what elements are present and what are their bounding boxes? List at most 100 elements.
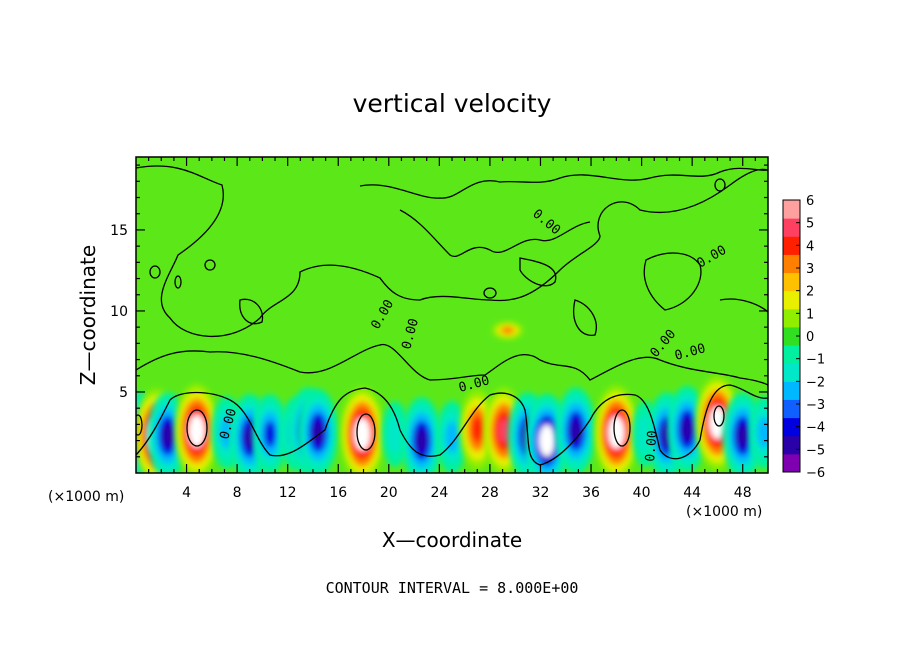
colorbar-swatch [783, 417, 800, 437]
field-blobs [136, 321, 768, 473]
colorbar-tick-label: 5 [806, 217, 814, 232]
colorbar-swatch [783, 236, 800, 255]
y-tick-label: 10 [110, 304, 128, 320]
field-feature [401, 397, 442, 473]
field-feature [594, 385, 639, 473]
contour-core-2 [356, 413, 376, 451]
field-feature-level [498, 419, 510, 443]
contour-line-wavy-d [239, 298, 264, 325]
field-feature [252, 394, 288, 473]
x-tick-labels: 4 8 12 16 20 24 28 32 36 40 44 48 [182, 485, 752, 501]
field-feature-level [416, 428, 428, 453]
contour-core-10 [714, 178, 726, 192]
field-feature-level [312, 420, 324, 445]
colorbar-tick-label: 6 [806, 194, 814, 209]
colorbar-tick-label: −5 [806, 443, 825, 458]
contour-line-wavy-f [719, 298, 768, 313]
contour-line-zero-mid [136, 344, 768, 386]
field-feature-level [681, 417, 693, 442]
y-tick-label: 15 [110, 223, 128, 239]
x-tick-label: 32 [532, 485, 550, 501]
x-tick-label: 48 [734, 485, 752, 501]
colorbar-tick-label: 2 [806, 285, 814, 300]
contour-core-9 [483, 287, 497, 299]
colorbar-swatch [783, 290, 800, 310]
contour-lines [136, 165, 768, 466]
field-feature [436, 400, 468, 473]
colorbar-tick-labels: 6 5 4 3 2 1 0 −1 −2 −3 −4 −5 −6 [796, 194, 825, 481]
contour-line-wavy-b [519, 257, 557, 287]
x-tick-label: 40 [633, 485, 651, 501]
x-tick-label: 28 [481, 485, 499, 501]
contour-core-5 [136, 414, 143, 436]
x-tick-label: 20 [380, 485, 398, 501]
contour-line-wavy-c [643, 252, 702, 311]
plot-area: 0.00 0.00 0.00 0.00 0.00 0.00 0.00 0.00 … [136, 157, 768, 473]
x-ticks [148, 157, 756, 473]
field-feature [298, 389, 339, 473]
colorbar: 6 5 4 3 2 1 0 −1 −2 −3 −4 −5 −6 [782, 194, 825, 481]
colorbar-tick-label: 3 [806, 262, 814, 277]
colorbar-swatch [783, 381, 800, 400]
colorbar-swatch [783, 254, 800, 274]
x-tick-label: 36 [582, 485, 600, 501]
field-feature-level [445, 421, 459, 453]
colorbar-swatch [783, 326, 800, 346]
field-feature-level [471, 415, 484, 443]
colorbar-tick-label: −1 [806, 353, 825, 368]
field-feature-level [387, 414, 404, 454]
contour-core-8 [204, 259, 216, 271]
colorbar-swatch [783, 308, 800, 328]
colorbar-swatch [783, 200, 800, 219]
colorbar-swatch [783, 435, 800, 455]
x-tick-label: 8 [233, 485, 242, 501]
y-unit-label: (×1000 m) [686, 504, 762, 520]
field-feature-core [188, 414, 205, 447]
x-tick-label: 12 [279, 485, 297, 501]
field-feature [381, 401, 409, 468]
x-axis-label: X—coordinate [382, 528, 522, 552]
colorbar-swatch [783, 363, 800, 382]
contour-line-zero-high [359, 167, 768, 199]
field-feature-core [608, 416, 625, 449]
field-feature-level [264, 420, 276, 448]
contour-core-3 [613, 409, 631, 447]
contour-line-wavy-e [573, 299, 597, 336]
colorbar-swatch [783, 399, 800, 419]
contour-core-4 [713, 405, 725, 427]
field-feature-core [538, 424, 555, 457]
colorbar-tick-label: −3 [806, 398, 825, 413]
x-unit-label: (×1000 m) [48, 489, 124, 505]
field-feature-level [500, 326, 515, 335]
y-tick-label: 5 [119, 385, 128, 401]
x-tick-label: 24 [430, 485, 448, 501]
colorbar-tick-label: −2 [806, 375, 825, 390]
contour-line-lower [136, 384, 768, 466]
contour-line-zero-upper [136, 165, 768, 338]
x-tick-label: 44 [683, 485, 701, 501]
field-feature [340, 387, 385, 473]
colorbar-swatch [783, 218, 800, 237]
colorbar-tick-label: 1 [806, 307, 814, 322]
contour-line-wavy-a [399, 209, 591, 258]
field-feature-level [162, 423, 174, 448]
x-tick-label: 4 [182, 485, 191, 501]
y-ticks [136, 164, 768, 458]
x-tick-label: 16 [329, 485, 347, 501]
y-tick-labels: 5 10 15 [110, 223, 128, 401]
field-feature [492, 321, 524, 340]
field-feature [555, 387, 596, 473]
colorbar-tick-label: 0 [806, 330, 814, 345]
colorbar-swatch [783, 272, 800, 292]
chart-title: vertical velocity [353, 89, 552, 118]
contour-interval-note: CONTOUR INTERVAL = 8.000E+00 [326, 579, 579, 597]
contour-core-6 [149, 265, 161, 279]
field-feature-level [757, 416, 768, 449]
contour-label: 0.00 [643, 430, 661, 463]
field-feature [748, 395, 768, 469]
colorbar-tick-label: −6 [806, 466, 825, 481]
field-feature-level [570, 419, 582, 443]
contour-core-7 [174, 275, 182, 289]
contour-core-1 [186, 409, 208, 447]
